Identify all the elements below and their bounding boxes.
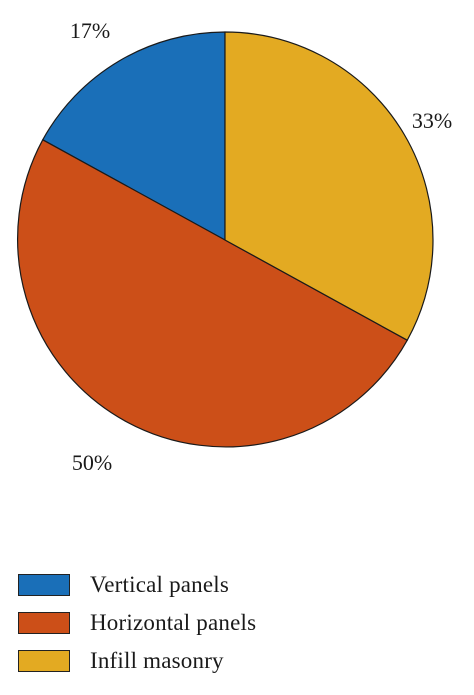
legend: Vertical panels Horizontal panels Infill… <box>18 566 256 680</box>
pie-slice-horizontal-panels <box>17 139 408 448</box>
legend-item-vertical-panels: Vertical panels <box>18 566 256 604</box>
legend-label-horizontal-panels: Horizontal panels <box>90 610 257 635</box>
pie-label-infill-masonry: 33% <box>412 108 452 133</box>
pie-labels: 17% 50% 33% <box>70 18 452 475</box>
legend-swatch-horizontal-panels <box>18 612 70 634</box>
legend-item-infill-masonry: Infill masonry <box>18 642 256 680</box>
pie-slices <box>17 31 434 448</box>
pie-slice-infill-masonry <box>224 31 434 341</box>
legend-item-horizontal-panels: Horizontal panels <box>18 604 256 642</box>
legend-label-vertical-panels: Vertical panels <box>90 572 230 597</box>
legend-swatch-infill-masonry <box>18 650 70 672</box>
pie-slice-vertical-panels <box>42 31 226 241</box>
legend-label-infill-masonry: Infill masonry <box>90 648 224 673</box>
legend-swatch-vertical-panels <box>18 574 70 596</box>
pie-label-vertical-panels: 17% <box>70 18 110 43</box>
pie-chart: 17% 50% 33% <box>17 18 452 475</box>
pie-label-horizontal-panels: 50% <box>72 450 112 475</box>
